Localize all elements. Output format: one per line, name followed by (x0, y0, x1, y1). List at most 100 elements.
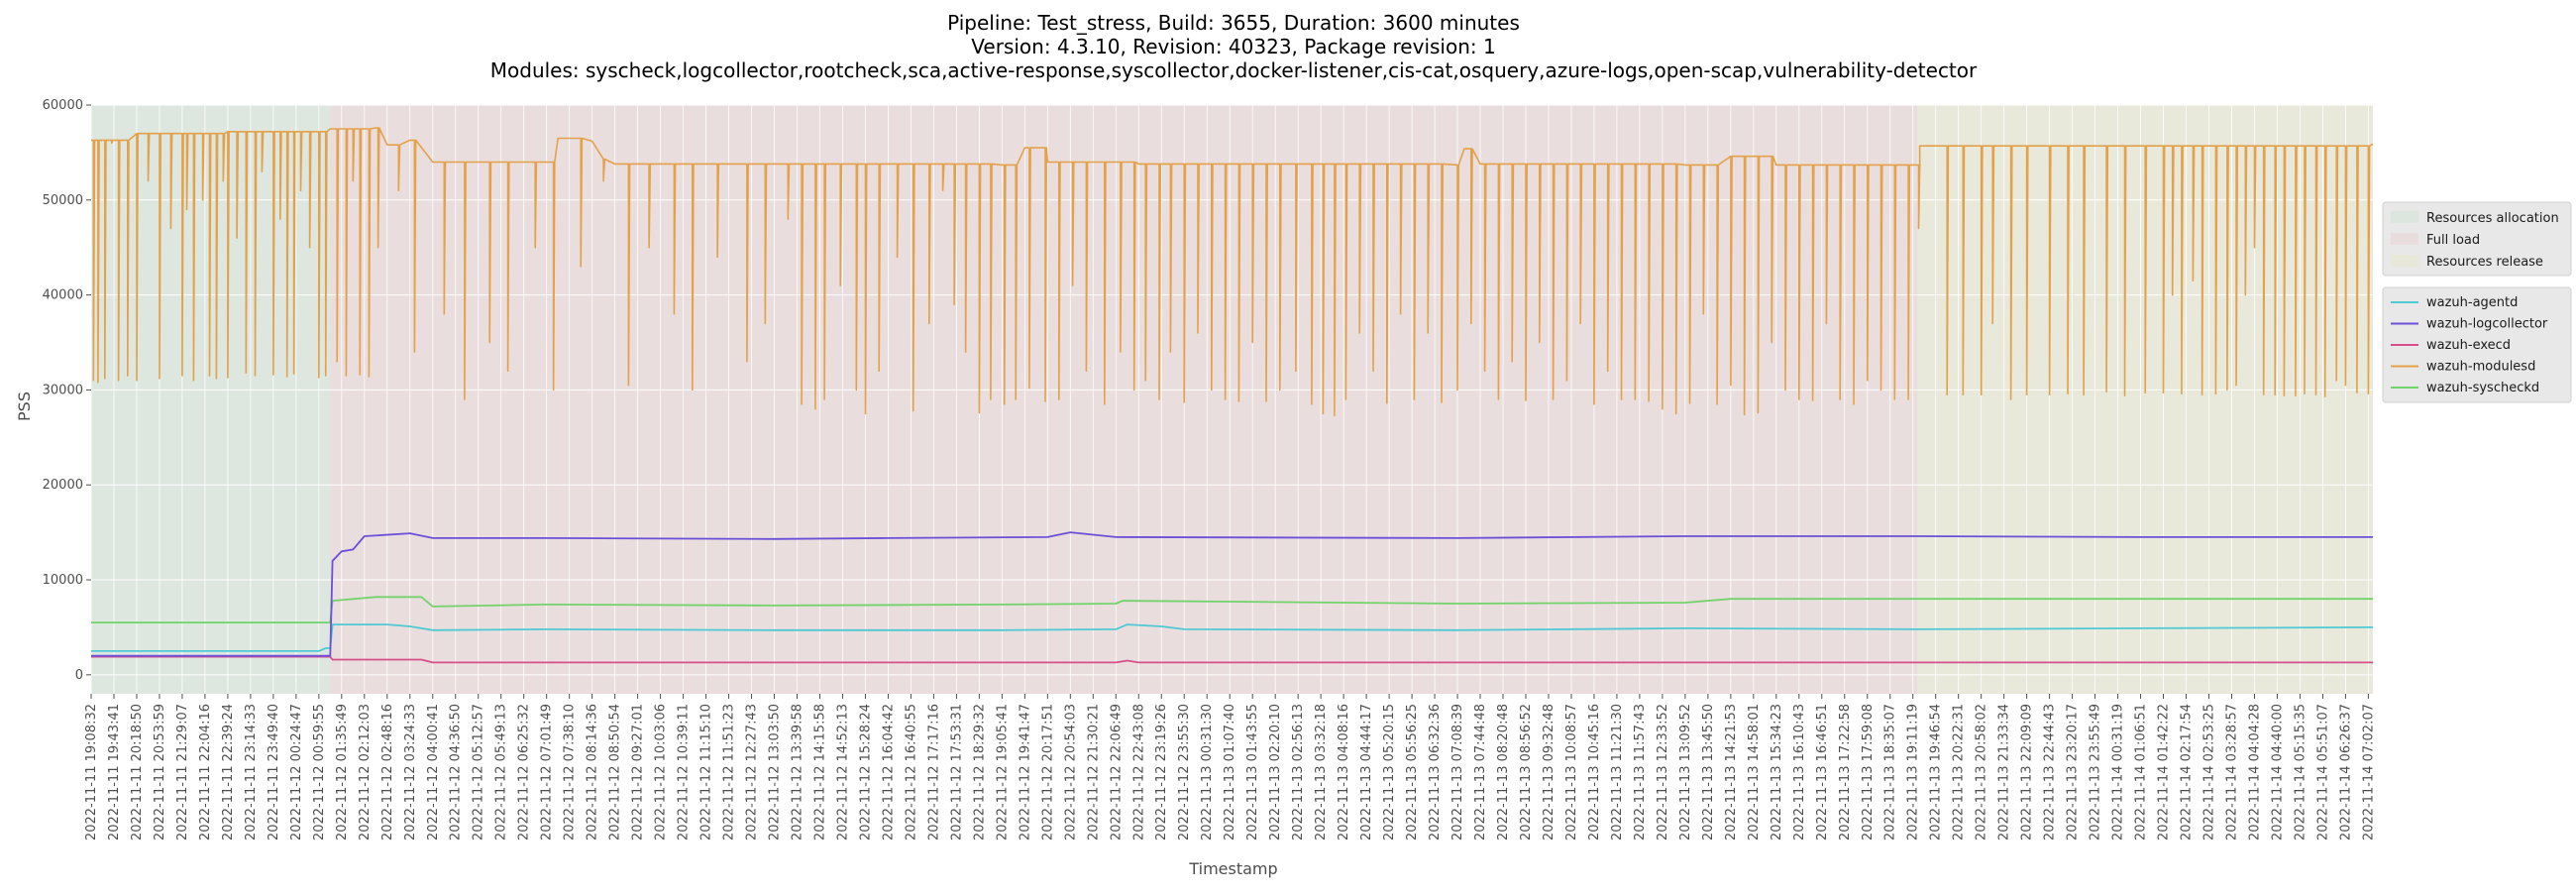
x-tick-label-36: 2022-11-12 16:40:55 (904, 704, 918, 840)
y-tick-label-1: 10000 (43, 573, 83, 588)
x-tick-label-26: 2022-11-12 10:39:11 (677, 704, 692, 840)
x-tick-label-35: 2022-11-12 16:04:42 (881, 704, 896, 840)
x-tick-label-4: 2022-11-11 21:29:07 (175, 704, 190, 840)
x-tick-label-68: 2022-11-13 11:57:43 (1633, 704, 1648, 840)
x-tick-label-67: 2022-11-13 11:21:30 (1610, 704, 1625, 840)
x-tick-label-17: 2022-11-12 05:12:57 (472, 704, 486, 840)
x-tick-label-86: 2022-11-13 22:44:43 (2043, 704, 2058, 840)
x-tick-label-62: 2022-11-13 08:20:48 (1496, 704, 1511, 840)
legend-series: wazuh-agentd wazuh-logcollector wazuh-exec… (2382, 286, 2572, 403)
x-tick-label-80: 2022-11-13 19:11:19 (1906, 704, 1921, 840)
x-tick-label-3: 2022-11-11 20:53:59 (153, 704, 167, 840)
x-tick-label-60: 2022-11-13 07:08:39 (1450, 704, 1465, 840)
x-tick-label-44: 2022-11-12 21:30:21 (1086, 704, 1101, 840)
x-tick-label-66: 2022-11-13 10:45:16 (1587, 704, 1602, 840)
title-line-2: Version: 4.3.10, Revision: 40323, Packag… (971, 35, 1495, 58)
y-tick-label-2: 20000 (43, 478, 83, 493)
x-tick-label-65: 2022-11-13 10:08:57 (1564, 704, 1579, 840)
x-tick-label-28: 2022-11-12 11:51:23 (722, 704, 737, 840)
x-tick-label-43: 2022-11-12 20:54:03 (1063, 704, 1078, 840)
x-tick-label-31: 2022-11-12 13:39:58 (791, 704, 805, 840)
x-tick-label-95: 2022-11-14 04:04:28 (2247, 704, 2262, 840)
legend-series-label-4: wazuh-syscheckd (2426, 381, 2539, 395)
x-axis-label: Timestamp (1188, 859, 1277, 878)
x-tick-label-83: 2022-11-13 20:58:02 (1975, 704, 1989, 840)
x-tick-label-77: 2022-11-13 17:22:58 (1838, 704, 1853, 840)
x-tick-label-33: 2022-11-12 14:52:13 (835, 704, 850, 840)
series-lines (91, 127, 2374, 664)
y-tick-label-4: 40000 (43, 288, 83, 303)
legend-series-label-1: wazuh-logcollector (2426, 317, 2548, 332)
x-tick-label-14: 2022-11-12 03:24:33 (403, 704, 418, 840)
phase-span-1 (330, 105, 1918, 694)
legend-series-box (2382, 286, 2572, 403)
legend-series-label-0: wazuh-agentd (2426, 295, 2518, 310)
x-tick-label-73: 2022-11-13 14:58:01 (1747, 704, 1762, 840)
x-tick-label-48: 2022-11-12 23:55:30 (1177, 704, 1192, 840)
x-tick-label-12: 2022-11-12 02:12:03 (358, 704, 373, 840)
legend-series-label-3: wazuh-modulesd (2426, 360, 2535, 375)
x-tick-label-61: 2022-11-13 07:44:48 (1473, 704, 1488, 840)
x-tick-label-58: 2022-11-13 05:56:25 (1405, 704, 1420, 840)
legend-phase-label-0: Resources allocation (2426, 211, 2559, 226)
x-tick-label-91: 2022-11-14 01:42:22 (2157, 704, 2172, 840)
x-tick-label-16: 2022-11-12 04:36:50 (449, 704, 464, 840)
x-tick-label-34: 2022-11-12 15:28:24 (858, 704, 873, 840)
x-tick-label-99: 2022-11-14 06:26:37 (2338, 704, 2353, 840)
x-tick-label-47: 2022-11-12 23:19:26 (1154, 704, 1169, 840)
phase-spans (91, 105, 2373, 694)
x-tick-label-57: 2022-11-13 05:20:15 (1382, 704, 1397, 840)
x-tick-label-90: 2022-11-14 01:06:51 (2134, 704, 2149, 840)
x-tick-label-40: 2022-11-12 19:05:41 (995, 704, 1010, 840)
x-tick-label-13: 2022-11-12 02:48:16 (380, 704, 395, 840)
x-tick-label-22: 2022-11-12 08:14:36 (586, 704, 600, 840)
x-tick-label-29: 2022-11-12 12:27:43 (745, 704, 760, 840)
x-tick-label-82: 2022-11-13 20:22:31 (1952, 704, 1967, 840)
x-tick-label-24: 2022-11-12 09:27:01 (631, 704, 646, 840)
legend-phase-label-1: Full load (2426, 233, 2480, 248)
x-tick-label-7: 2022-11-11 23:14:33 (244, 704, 259, 840)
y-tick-label-3: 30000 (43, 383, 83, 397)
x-tick-label-15: 2022-11-12 04:00:41 (426, 704, 441, 840)
x-tick-label-51: 2022-11-13 01:43:55 (1245, 704, 1260, 840)
series-line-wazuh-syscheckd (91, 596, 2373, 623)
x-tick-label-74: 2022-11-13 15:34:23 (1770, 704, 1784, 840)
legend-phase-label-2: Resources release (2426, 255, 2543, 270)
x-tick-label-32: 2022-11-12 14:15:58 (812, 704, 827, 840)
x-tick-label-94: 2022-11-14 03:28:57 (2224, 704, 2239, 840)
x-tick-label-0: 2022-11-11 19:08:32 (84, 704, 99, 840)
x-tick-label-8: 2022-11-11 23:49:40 (267, 704, 281, 840)
legend-phase-swatch-1 (2391, 233, 2418, 245)
x-tick-label-54: 2022-11-13 03:32:18 (1314, 704, 1329, 840)
y-axis: 0 10000 20000 30000 40000 50000 60000 (43, 98, 91, 683)
x-tick-label-70: 2022-11-13 13:09:52 (1678, 704, 1693, 840)
legend-series-label-2: wazuh-execd (2426, 338, 2511, 353)
x-tick-label-55: 2022-11-13 04:08:16 (1337, 704, 1351, 840)
x-tick-label-84: 2022-11-13 21:33:34 (1997, 704, 2012, 840)
x-axis: 2022-11-11 19:08:32 2022-11-11 19:43:41 20… (84, 694, 2376, 840)
x-tick-label-56: 2022-11-13 04:44:17 (1359, 704, 1374, 840)
x-tick-label-79: 2022-11-13 18:35:07 (1883, 704, 1898, 840)
x-tick-label-25: 2022-11-12 10:03:06 (654, 704, 669, 840)
chart-title: Pipeline: Test_stress, Build: 3655, Dura… (490, 11, 1978, 82)
x-tick-label-6: 2022-11-11 22:39:24 (221, 704, 236, 840)
legend-phase-swatch-0 (2391, 211, 2418, 223)
x-tick-label-100: 2022-11-14 07:02:07 (2361, 704, 2376, 840)
x-tick-label-37: 2022-11-12 17:17:16 (926, 704, 941, 840)
x-tick-label-50: 2022-11-13 01:07:40 (1223, 704, 1237, 840)
x-tick-label-87: 2022-11-13 23:20:17 (2066, 704, 2081, 840)
x-tick-label-76: 2022-11-13 16:46:51 (1815, 704, 1830, 840)
y-tick-label-6: 60000 (43, 98, 83, 113)
x-tick-label-81: 2022-11-13 19:46:54 (1929, 704, 1944, 840)
x-tick-label-85: 2022-11-13 22:09:09 (2020, 704, 2035, 840)
legend-phases-box (2382, 201, 2572, 277)
x-tick-label-88: 2022-11-13 23:55:49 (2089, 704, 2103, 840)
x-tick-label-92: 2022-11-14 02:17:54 (2180, 704, 2195, 840)
x-tick-label-71: 2022-11-13 13:45:50 (1701, 704, 1716, 840)
x-tick-label-69: 2022-11-13 12:33:52 (1656, 704, 1670, 840)
x-tick-label-59: 2022-11-13 06:32:36 (1428, 704, 1443, 840)
x-tick-label-19: 2022-11-12 06:25:32 (517, 704, 532, 840)
x-tick-label-52: 2022-11-13 02:20:10 (1268, 704, 1283, 840)
